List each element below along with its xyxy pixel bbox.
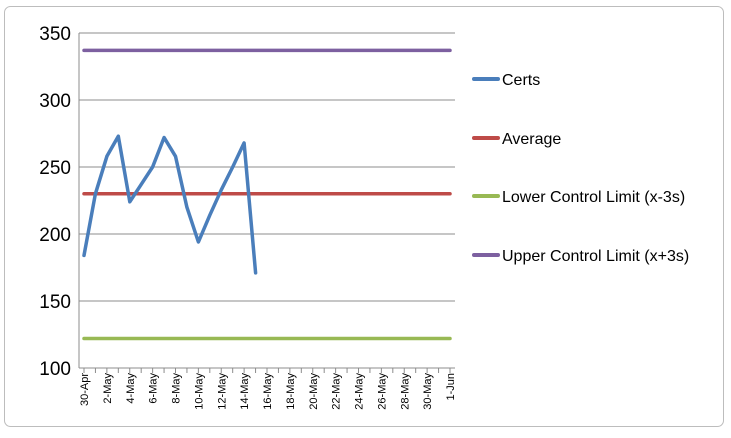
y-tick-label: 100 — [39, 359, 71, 380]
x-tick-label: 4-May — [125, 373, 137, 404]
legend-label-certs: Certs — [502, 72, 540, 89]
grid-layer — [79, 32, 455, 302]
series-line-certs — [82, 134, 258, 275]
y-tick-label: 200 — [39, 225, 71, 246]
x-tick-label: 10-May — [193, 373, 205, 410]
x-tick-label: 6-May — [148, 373, 160, 404]
x-tick-label: 8-May — [171, 373, 183, 404]
x-tick-label: 28-May — [399, 373, 411, 410]
y-tick-label: 350 — [39, 24, 71, 45]
x-tick-label: 20-May — [308, 373, 320, 410]
x-tick-label: 30-Apr — [79, 373, 91, 406]
x-tick-label: 1-Jun — [445, 373, 457, 401]
y-tick-label: 150 — [39, 292, 71, 313]
legend-label-upper-control-limit-x-3s: Upper Control Limit (x+3s) — [502, 248, 689, 265]
x-tick-label: 2-May — [102, 373, 114, 404]
x-tick-label: 12-May — [216, 373, 228, 410]
x-tick-label: 26-May — [376, 373, 388, 410]
legend: Certs Average Lower Control Limit (x-3s) Up… — [472, 72, 689, 265]
x-tick-label: 16-May — [262, 373, 274, 410]
y-tick-label: 250 — [39, 158, 71, 179]
legend-label-lower-control-limit-x-3s: Lower Control Limit (x-3s) — [502, 189, 685, 206]
axis-layer: 100 150 200 250 300 350 30-Apr 2-May 4-May 6-May 8… — [39, 24, 457, 410]
x-tick-label: 24-May — [354, 373, 366, 410]
y-tick-label: 300 — [39, 91, 71, 112]
x-tick-label: 22-May — [331, 373, 343, 410]
x-tick-label: 14-May — [239, 373, 251, 410]
x-tick-label: 18-May — [285, 373, 297, 410]
x-tick-label: 30-May — [422, 373, 434, 410]
legend-label-average: Average — [502, 131, 561, 148]
chart-border — [4, 6, 724, 427]
series-layer — [82, 48, 452, 341]
